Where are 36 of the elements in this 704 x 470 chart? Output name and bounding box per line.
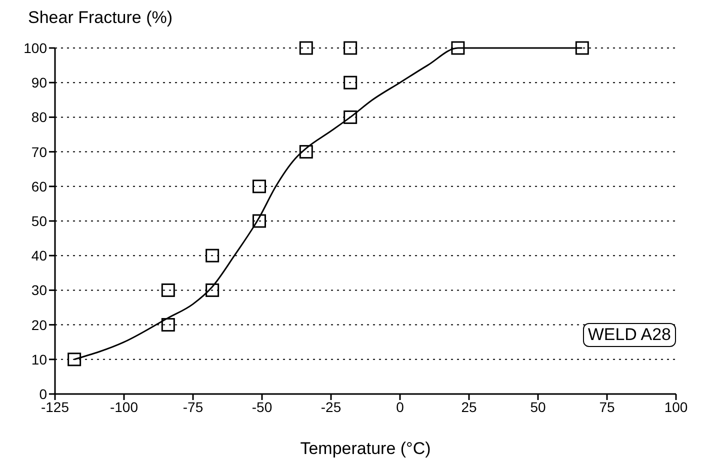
x-tick-label: 75 <box>599 398 615 415</box>
point <box>206 248 220 262</box>
x-tick-label: -50 <box>252 398 272 415</box>
y-tick-label: 50 <box>31 212 48 229</box>
y-tick-label: 70 <box>31 144 48 160</box>
y-tick-label: 40 <box>31 248 48 264</box>
point <box>206 283 220 297</box>
y-tick-label: 60 <box>31 178 48 194</box>
point <box>299 41 313 55</box>
point <box>252 180 266 194</box>
point <box>344 41 358 55</box>
y-tick-label: 100 <box>24 40 48 56</box>
y-tick-label: 30 <box>31 282 48 298</box>
point <box>161 283 175 297</box>
y-tick-label: 90 <box>31 74 48 91</box>
point <box>299 145 313 159</box>
x-tick-label: 50 <box>530 398 546 415</box>
point <box>344 76 358 90</box>
x-tick-label: -100 <box>110 398 138 415</box>
x-tick-label: -25 <box>320 398 342 415</box>
y-axis-title: Shear Fracture (%) <box>28 8 173 28</box>
x-tick-label: -75 <box>182 398 204 415</box>
point <box>344 110 358 124</box>
y-tick-label: 10 <box>31 351 48 368</box>
point <box>68 352 82 366</box>
x-tick-label: 0 <box>396 398 404 415</box>
annotation: WELD A28 <box>582 323 676 347</box>
point <box>161 318 175 332</box>
point <box>451 41 465 55</box>
x-tick-label: 25 <box>461 398 477 415</box>
x-axis-title: Temperature (°C) <box>300 439 431 458</box>
y-tick-label: 80 <box>31 109 48 126</box>
y-tick-label: 20 <box>31 316 48 333</box>
x-tick-label: 100 <box>664 398 688 415</box>
point <box>575 41 589 55</box>
point <box>252 214 266 228</box>
